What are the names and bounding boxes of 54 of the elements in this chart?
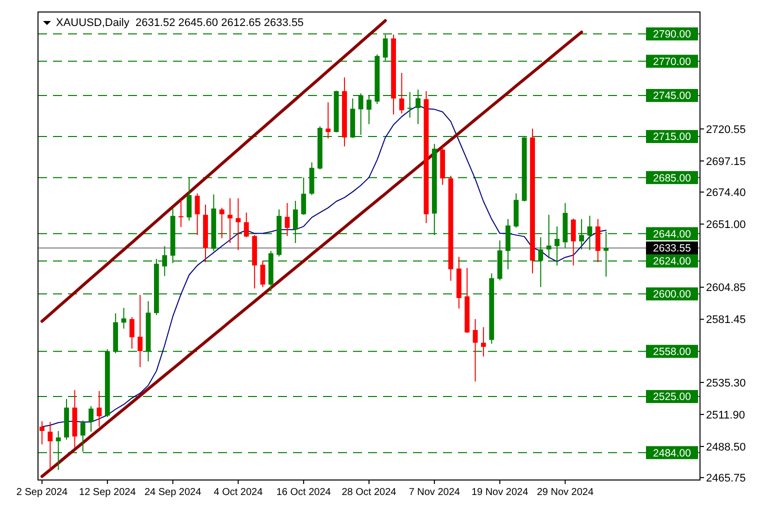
ref-line-label: 2685.00 [653,172,692,184]
candlestick [178,199,184,228]
ref-line-label: 2790.00 [653,28,692,41]
y-tick-label: 2720.55 [706,124,746,136]
candlestick [570,218,576,266]
ref-line-label: 2558.00 [653,346,692,358]
x-tick-label: 7 Nov 2024 [408,487,460,498]
y-tick-label: 2651.00 [706,218,746,231]
candlestick [260,260,266,288]
candlestick [326,102,331,139]
ref-line-label: 2484.00 [653,447,692,460]
candlestick [194,192,200,236]
y-tick-label: 2465.75 [706,472,746,484]
ref-line-label: 2644.00 [653,228,692,240]
y-tick-label: 2488.50 [706,441,746,454]
ref-line-label: 2600.00 [653,288,692,301]
x-tick-label: 24 Sep 2024 [144,487,202,498]
x-tick-label: 2 Sep 2024 [16,487,68,498]
chart-title: XAUUSD,Daily 2631.52 2645.60 2612.65 2633.55 [56,17,304,29]
candlestick [284,202,290,237]
x-tick-label: 28 Oct 2024 [342,487,397,498]
candlestick [129,316,134,350]
candlestick [138,294,143,368]
candlestick [96,390,102,428]
y-tick-label: 2674.40 [706,186,746,199]
ref-line-label: 2624.00 [653,256,692,268]
ref-line-label: 2633.55 [653,242,692,255]
line-series [40,19,387,323]
candlestick [228,198,232,244]
x-tick-label: 29 Nov 2024 [536,487,594,498]
y-tick-label: 2511.90 [706,409,745,422]
ref-line-label: 2770.00 [653,56,692,68]
candlestick [40,420,44,445]
x-tick-label: 19 Nov 2024 [471,487,529,498]
candlestick [480,326,486,357]
y-tick-label: 2581.45 [706,314,746,326]
x-tick-label: 12 Sep 2024 [79,487,136,498]
line-series [40,30,584,478]
y-tick-label: 2697.15 [706,156,746,168]
x-tick-label: 16 Oct 2024 [276,487,332,498]
candlestick [407,92,412,118]
y-tick-label: 2535.30 [706,377,746,390]
candlestick [472,318,478,382]
candlestick [48,421,53,471]
ref-line-label: 2715.00 [653,131,692,144]
ref-line-label: 2525.00 [653,391,692,404]
ref-line-label: 2745.00 [653,90,692,102]
candlestick [88,406,94,432]
candlestick [219,207,224,239]
candlestick [244,212,249,238]
candlestick [399,72,404,114]
candlestick [236,198,241,251]
y-tick-label: 2604.85 [706,282,746,294]
x-tick-label: 4 Oct 2024 [214,487,264,498]
